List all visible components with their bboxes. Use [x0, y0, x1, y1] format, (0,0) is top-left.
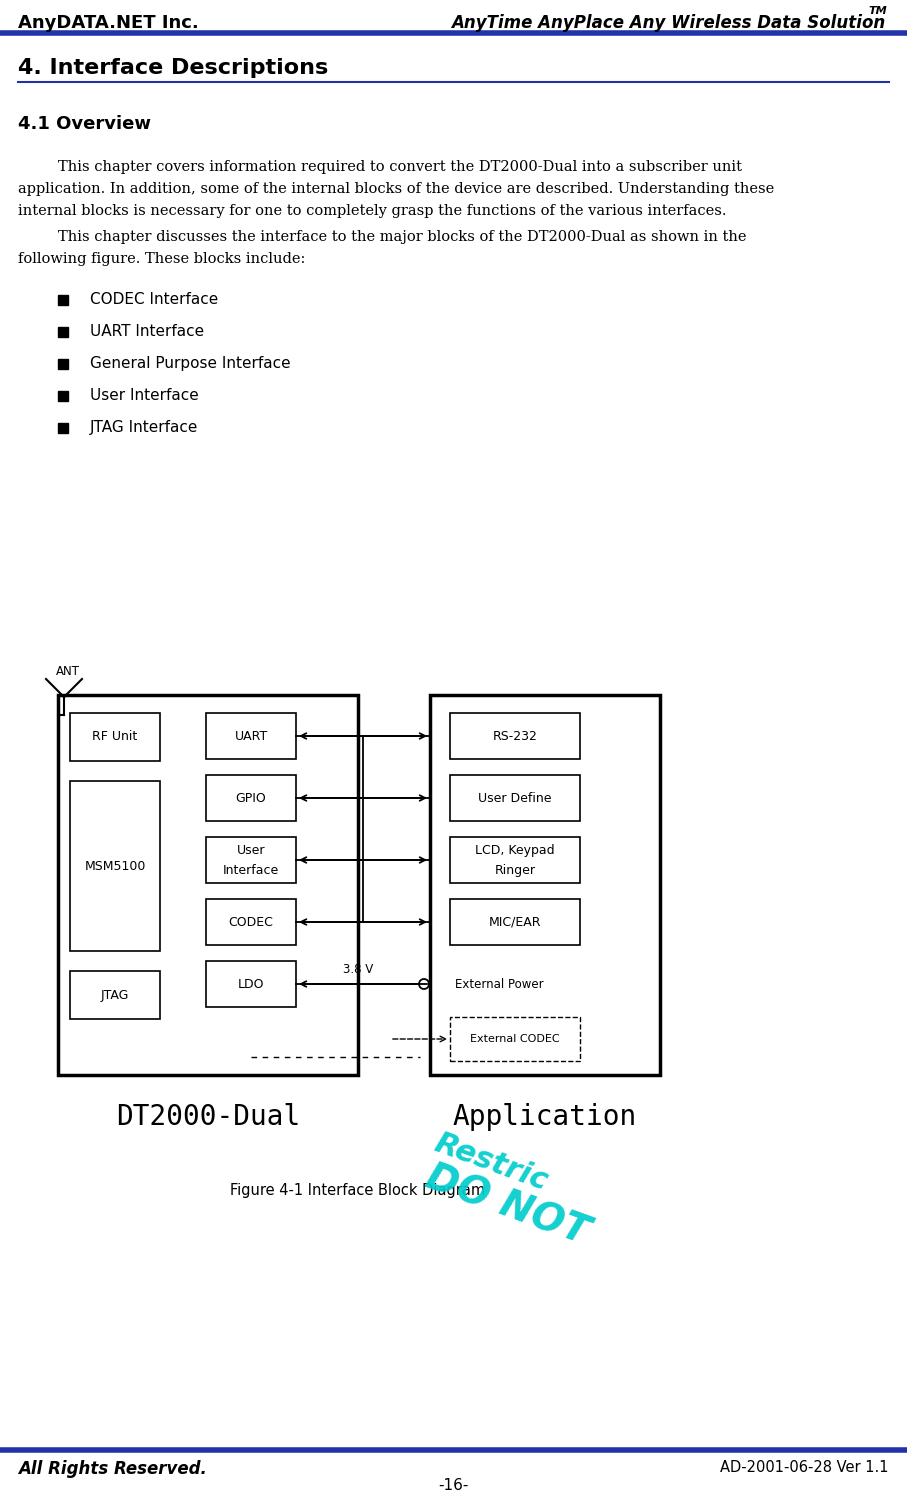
Bar: [58, 694, 358, 1074]
Bar: [450, 837, 580, 884]
Text: External CODEC: External CODEC: [470, 1034, 560, 1044]
Text: AD-2001-06-28 Ver 1.1: AD-2001-06-28 Ver 1.1: [720, 1460, 889, 1475]
Text: LCD, Keypad: LCD, Keypad: [475, 843, 555, 857]
Bar: [450, 898, 580, 945]
Text: CODEC Interface: CODEC Interface: [90, 292, 219, 307]
Bar: [450, 714, 580, 758]
Bar: [70, 714, 160, 761]
Text: MSM5100: MSM5100: [84, 860, 146, 873]
Text: Interface: Interface: [223, 864, 279, 878]
Text: User Define: User Define: [478, 791, 551, 805]
Bar: [206, 775, 296, 821]
Text: Figure 4-1 Interface Block Diagram: Figure 4-1 Interface Block Diagram: [230, 1183, 485, 1198]
Text: User Interface: User Interface: [90, 387, 199, 402]
Bar: [450, 775, 580, 821]
Text: AnyDATA.NET Inc.: AnyDATA.NET Inc.: [18, 13, 199, 31]
Text: DO NOT: DO NOT: [420, 1158, 593, 1252]
Text: Ringer: Ringer: [494, 864, 535, 878]
Text: General Purpose Interface: General Purpose Interface: [90, 356, 290, 371]
Bar: [58, 295, 68, 305]
Text: TM: TM: [868, 6, 887, 16]
Text: RS-232: RS-232: [493, 730, 538, 742]
Text: ANT: ANT: [56, 665, 80, 678]
Text: This chapter covers information required to convert the DT2000-Dual into a subsc: This chapter covers information required…: [58, 159, 742, 174]
Bar: [70, 781, 160, 951]
Bar: [206, 898, 296, 945]
Text: External Power: External Power: [455, 977, 543, 991]
Text: 4.1 Overview: 4.1 Overview: [18, 115, 151, 133]
Bar: [58, 326, 68, 337]
Bar: [58, 390, 68, 401]
Bar: [58, 359, 68, 370]
Text: 3.8 V: 3.8 V: [343, 963, 373, 976]
Bar: [58, 423, 68, 434]
Text: JTAG: JTAG: [101, 988, 129, 1001]
Text: DT2000-Dual: DT2000-Dual: [116, 1103, 300, 1131]
Bar: [206, 714, 296, 758]
Text: MIC/EAR: MIC/EAR: [489, 915, 541, 928]
Bar: [206, 837, 296, 884]
Bar: [206, 961, 296, 1007]
Text: -16-: -16-: [438, 1478, 468, 1490]
Text: CODEC: CODEC: [229, 915, 273, 928]
Text: UART: UART: [234, 730, 268, 742]
Text: RF Unit: RF Unit: [93, 730, 138, 744]
Text: internal blocks is necessary for one to completely grasp the functions of the va: internal blocks is necessary for one to …: [18, 204, 727, 218]
Text: Application: Application: [453, 1103, 637, 1131]
Text: This chapter discusses the interface to the major blocks of the DT2000-Dual as s: This chapter discusses the interface to …: [58, 229, 746, 244]
Text: GPIO: GPIO: [236, 791, 267, 805]
Text: following figure. These blocks include:: following figure. These blocks include:: [18, 252, 306, 267]
Bar: [450, 1018, 580, 1061]
Text: User: User: [237, 843, 265, 857]
Text: AnyTime AnyPlace Any Wireless Data Solution: AnyTime AnyPlace Any Wireless Data Solut…: [451, 13, 885, 31]
Text: UART Interface: UART Interface: [90, 323, 204, 340]
Text: All Rights Reserved.: All Rights Reserved.: [18, 1460, 207, 1478]
Text: application. In addition, some of the internal blocks of the device are describe: application. In addition, some of the in…: [18, 182, 775, 197]
Text: JTAG Interface: JTAG Interface: [90, 420, 199, 435]
Text: 4. Interface Descriptions: 4. Interface Descriptions: [18, 58, 328, 77]
Text: Restric: Restric: [430, 1128, 551, 1196]
Bar: [430, 694, 660, 1074]
Bar: [70, 971, 160, 1019]
Text: LDO: LDO: [238, 977, 264, 991]
